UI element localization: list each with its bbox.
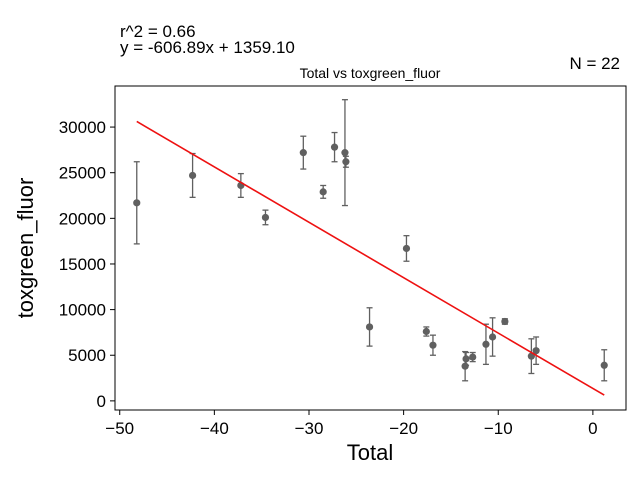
- y-axis: 0 5000 10000 15000 20000 25000 30000: [59, 118, 115, 411]
- x-axis: −50 −40 −30 −20 −10 0: [105, 410, 598, 438]
- data-point: [299, 149, 307, 157]
- sample-size-annotation: N = 22: [569, 54, 620, 73]
- y-tick-label: 15000: [59, 255, 106, 274]
- x-tick-label: −40: [200, 419, 229, 438]
- x-tick-label: 0: [588, 419, 597, 438]
- data-point: [429, 341, 437, 349]
- y-axis-label: toxgreen_fluor: [13, 178, 38, 319]
- data-points: [133, 143, 608, 370]
- x-tick-label: −50: [105, 419, 134, 438]
- plot-area-frame: [114, 85, 627, 411]
- chart-title: Total vs toxgreen_fluor: [300, 65, 441, 81]
- data-point: [488, 333, 497, 341]
- data-point: [365, 323, 374, 331]
- data-point: [461, 362, 469, 370]
- x-axis-label: Total: [347, 440, 393, 465]
- y-tick-label: 5000: [68, 346, 106, 365]
- regression-equation-annotation: y = -606.89x + 1359.10: [120, 38, 295, 57]
- r-squared-annotation: r^2 = 0.66: [120, 22, 196, 41]
- data-point: [330, 143, 339, 151]
- data-point: [261, 213, 270, 222]
- data-point: [462, 355, 470, 363]
- data-point: [482, 340, 490, 348]
- error-bars: [133, 99, 608, 382]
- regression-line-group: [136, 120, 605, 396]
- y-tick-label: 30000: [59, 118, 106, 137]
- data-point: [341, 149, 349, 157]
- y-tick-label: 10000: [59, 301, 106, 320]
- x-tick-label: −30: [295, 419, 324, 438]
- regression-line: [136, 120, 605, 396]
- data-point: [469, 353, 477, 361]
- y-tick-label: 25000: [59, 164, 106, 183]
- y-tick-label: 0: [97, 392, 106, 411]
- data-point: [501, 317, 509, 326]
- x-tick-label: −20: [389, 419, 418, 438]
- data-point: [133, 199, 141, 207]
- data-point: [188, 171, 197, 180]
- x-tick-label: −10: [484, 419, 513, 438]
- data-point: [319, 188, 327, 196]
- data-point: [600, 361, 608, 369]
- data-point: [402, 244, 411, 253]
- y-tick-label: 20000: [59, 209, 106, 228]
- data-point: [532, 347, 540, 355]
- data-point: [342, 158, 350, 166]
- data-point: [422, 327, 430, 336]
